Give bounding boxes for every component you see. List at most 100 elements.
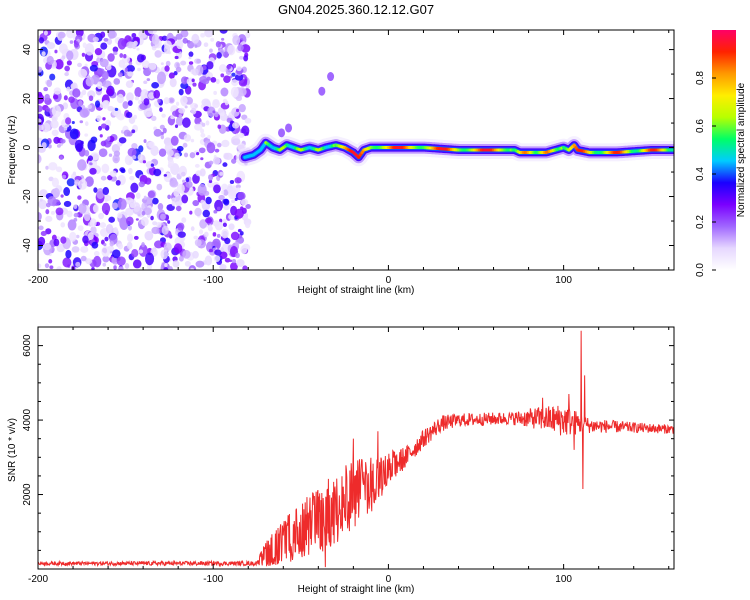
noise-blob: [102, 255, 110, 263]
noise-blob: [46, 42, 56, 50]
noise-blob: [232, 122, 240, 129]
noise-blob: [64, 65, 70, 72]
noise-blob: [235, 95, 243, 102]
noise-blob: [78, 100, 83, 107]
noise-blob: [201, 122, 206, 127]
noise-blob: [205, 120, 210, 126]
noise-blob: [48, 162, 58, 171]
noise-blob: [44, 263, 50, 269]
noise-blob: [138, 145, 144, 153]
noise-blob: [99, 58, 109, 68]
noise-blob: [134, 87, 142, 98]
noise-blob: [118, 59, 126, 68]
noise-blob: [219, 263, 227, 270]
outlier-point: [318, 86, 326, 96]
noise-blob: [188, 61, 194, 65]
noise-blob: [203, 42, 209, 48]
noise-blob: [161, 113, 166, 118]
noise-blob: [107, 105, 114, 112]
noise-blob: [62, 257, 72, 268]
noise-blob: [113, 150, 121, 157]
noise-blob: [167, 220, 171, 224]
noise-blob: [80, 255, 87, 262]
noise-blob: [146, 78, 151, 82]
noise-blob: [87, 155, 94, 162]
noise-blob: [101, 246, 111, 257]
noise-blob: [38, 263, 42, 269]
noise-blob: [84, 150, 90, 157]
noise-blob: [136, 54, 145, 63]
noise-blob: [213, 209, 218, 214]
noise-blob: [116, 256, 126, 266]
noise-blob: [38, 236, 46, 246]
noise-blob: [41, 51, 46, 57]
noise-blob: [146, 111, 153, 117]
noise-blob: [144, 177, 152, 185]
noise-blob: [38, 225, 44, 231]
noise-blob: [200, 199, 205, 205]
x-tick-label: 0: [386, 275, 392, 286]
noise-blob: [110, 175, 117, 182]
noise-blob: [117, 243, 123, 250]
noise-blob: [137, 154, 143, 161]
noise-blob: [57, 31, 66, 39]
noise-blob: [222, 98, 228, 103]
noise-blob: [72, 88, 81, 98]
noise-blob: [141, 60, 150, 69]
noise-blob: [135, 192, 141, 199]
noise-blob: [241, 66, 247, 73]
noise-blob: [103, 37, 109, 42]
noise-blob: [117, 198, 127, 210]
noise-blob: [54, 49, 58, 54]
noise-blob: [171, 201, 176, 207]
noise-blob: [208, 179, 213, 184]
colorbar-label: Normalized spectral amplitude: [736, 82, 747, 217]
noise-blob: [67, 219, 77, 231]
noise-blob: [116, 93, 124, 104]
noise-blob: [107, 174, 113, 181]
noise-blob: [127, 225, 132, 231]
noise-blob: [113, 265, 117, 270]
noise-blob: [148, 92, 155, 99]
noise-blob: [198, 147, 206, 154]
noise-blob: [213, 90, 218, 96]
noise-blob: [168, 158, 174, 167]
noise-blob: [74, 139, 84, 151]
noise-blob: [175, 66, 182, 73]
noise-blob: [151, 45, 157, 51]
noise-blob: [152, 197, 159, 205]
noise-blob: [138, 181, 145, 188]
noise-blob: [204, 255, 213, 266]
noise-blob: [190, 267, 195, 270]
noise-blob: [87, 232, 94, 240]
noise-blob: [56, 144, 61, 148]
noise-blob: [127, 147, 137, 157]
noise-blob: [216, 52, 222, 59]
noise-blob: [124, 262, 130, 269]
noise-blob: [194, 123, 203, 131]
noise-blob: [223, 152, 233, 161]
noise-blob: [126, 209, 132, 214]
noise-blob: [38, 118, 42, 124]
noise-blob: [79, 108, 89, 118]
noise-blob: [81, 89, 87, 96]
noise-blob: [65, 249, 72, 259]
noise-blob: [222, 230, 228, 238]
noise-blob: [99, 134, 103, 138]
noise-blob: [53, 87, 62, 95]
noise-blob: [60, 194, 64, 198]
colorbar-tick-label: 0.4: [695, 167, 706, 181]
noise-blob: [108, 153, 113, 157]
x-tick-label: 0: [386, 574, 392, 585]
snr-y-label: SNR (10 * v/v): [7, 418, 18, 482]
noise-blob: [41, 142, 47, 149]
noise-blob: [101, 71, 109, 80]
noise-blob: [61, 174, 67, 179]
noise-blob: [93, 187, 98, 193]
colorbar-tick-label: 0.8: [695, 71, 706, 85]
noise-blob: [58, 43, 68, 54]
noise-blob: [178, 165, 188, 177]
noise-blob: [158, 148, 167, 157]
noise-blob: [98, 125, 103, 131]
noise-blob: [184, 260, 191, 267]
